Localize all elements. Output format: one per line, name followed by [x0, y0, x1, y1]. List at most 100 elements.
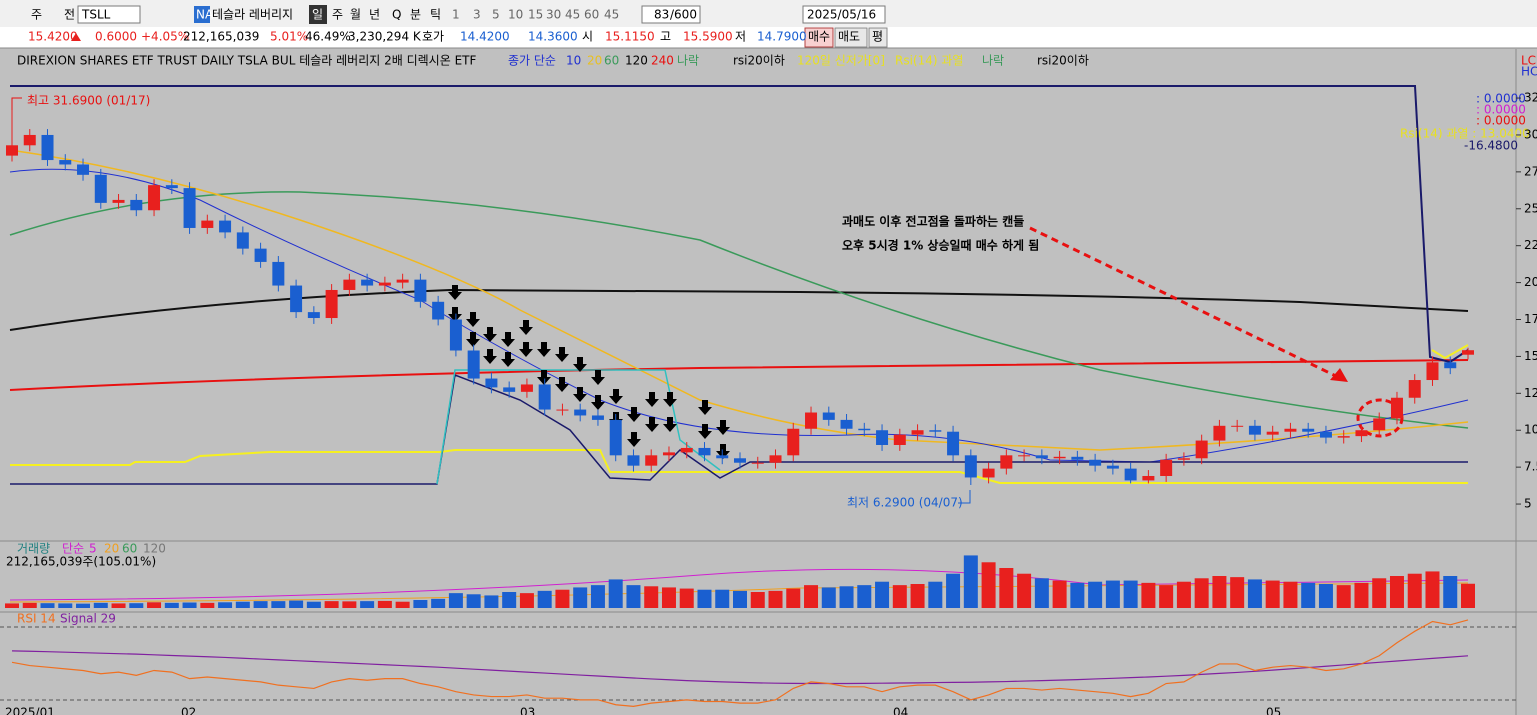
- volume-bar: [573, 587, 588, 608]
- label: 1: [452, 8, 460, 22]
- label: : 0.0000: [1476, 114, 1526, 128]
- candle-body: [1213, 425, 1226, 441]
- candle-body: [645, 455, 658, 466]
- date-input[interactable]: [802, 5, 886, 24]
- day-selected[interactable]: [309, 5, 327, 24]
- candle-body: [538, 384, 551, 410]
- chart-bg: [0, 49, 1537, 715]
- volume-bar: [1425, 571, 1440, 608]
- label: 테슬라 레버리지: [212, 8, 293, 22]
- label: 주: [332, 8, 343, 22]
- down-arrow: [627, 432, 641, 447]
- volume-bar: [697, 589, 712, 608]
- down-arrow: [591, 370, 605, 385]
- volume-bar: [1052, 580, 1067, 608]
- candle-body: [1355, 430, 1368, 437]
- volume-bar: [502, 592, 517, 608]
- candle-body: [662, 452, 675, 456]
- label: 20: [104, 542, 119, 556]
- volume-bar: [875, 581, 890, 608]
- candle-body: [343, 279, 356, 290]
- label: 호가: [422, 30, 444, 44]
- candle-body: [591, 415, 604, 420]
- label: DIREXION SHARES ETF TRUST DAILY TSLA BUL…: [17, 54, 476, 68]
- label: 매수: [808, 30, 830, 44]
- candle-body: [1408, 380, 1421, 398]
- volume-bar: [626, 585, 641, 608]
- label: 10: [566, 54, 581, 68]
- candle-body: [751, 462, 764, 464]
- label: rsi20이하: [733, 54, 785, 68]
- volume-bar: [253, 601, 268, 608]
- candle-body: [361, 279, 374, 286]
- volume-bar: [1354, 582, 1369, 608]
- label: 10: [508, 8, 523, 22]
- label: 5: [492, 8, 500, 22]
- volume-bar: [200, 602, 215, 608]
- volume-bar: [715, 589, 730, 608]
- volume-bar: [910, 584, 925, 608]
- candle-body: [787, 428, 800, 456]
- volume-bar: [1389, 576, 1404, 608]
- volume-bar: [1372, 578, 1387, 608]
- candle-body: [307, 312, 320, 319]
- candle-body: [805, 412, 818, 429]
- candle-body: [893, 434, 906, 445]
- down-arrow: [555, 347, 569, 362]
- candle-body: [929, 430, 942, 432]
- candle-body: [1266, 431, 1279, 435]
- count-input[interactable]: [641, 5, 701, 24]
- label: 5.01%: [270, 30, 308, 44]
- label: 120: [625, 54, 648, 68]
- ma-line: [9, 168, 1469, 463]
- label: 45: [565, 8, 580, 22]
- arrow: [1029, 226, 1341, 380]
- symbol-input[interactable]: [77, 5, 141, 24]
- candle-body: [254, 248, 267, 262]
- label: 20: [587, 54, 602, 68]
- label: : 0.0000: [1476, 92, 1526, 106]
- down-arrow: [573, 357, 587, 372]
- down-arrow: [483, 327, 497, 342]
- volume-bar: [1336, 585, 1351, 608]
- buy-button[interactable]: [804, 27, 834, 48]
- label: 과매도 이후 전고점을 돌파하는 캔들: [842, 214, 1024, 229]
- volume-bar: [129, 603, 144, 608]
- candle-body: [1089, 459, 1102, 466]
- volume-bar: [1407, 573, 1422, 608]
- volume-bar: [1017, 573, 1032, 608]
- avg-button[interactable]: [868, 27, 888, 48]
- candle-body: [1177, 458, 1190, 460]
- volume-bar: [644, 586, 659, 608]
- volume-bar: [218, 602, 233, 608]
- sell-button[interactable]: [834, 27, 868, 48]
- label: 평: [872, 30, 883, 44]
- low-line: [10, 449, 1468, 484]
- label: 3: [473, 8, 481, 22]
- label: 60: [604, 54, 619, 68]
- volume-bar: [306, 601, 321, 608]
- volume-bar: [839, 586, 854, 608]
- label: Rsi(14) 과열 : 13.0400: [1400, 127, 1530, 141]
- x-tick-label: 03: [520, 706, 535, 715]
- quote-bg: [0, 27, 1537, 48]
- candle-body: [574, 409, 587, 416]
- candle-body: [414, 279, 427, 302]
- volume-bar: [147, 602, 162, 608]
- label: 전: [64, 8, 75, 22]
- label: : 0.0000: [1476, 103, 1526, 117]
- volume-bar: [164, 602, 179, 608]
- volume-bar: [111, 603, 126, 608]
- high-marker: [11, 97, 22, 112]
- envelope: [436, 369, 721, 485]
- volume-bar: [1159, 585, 1174, 608]
- candle-body: [627, 455, 640, 466]
- x-tick-label: 04: [893, 706, 908, 715]
- candle-body: [219, 220, 232, 233]
- y-tick-label: 5: [1524, 497, 1532, 511]
- toolbar-bg: [0, 0, 1537, 27]
- down-arrow: [501, 332, 515, 347]
- y-tick-label: 17.5: [1524, 312, 1537, 326]
